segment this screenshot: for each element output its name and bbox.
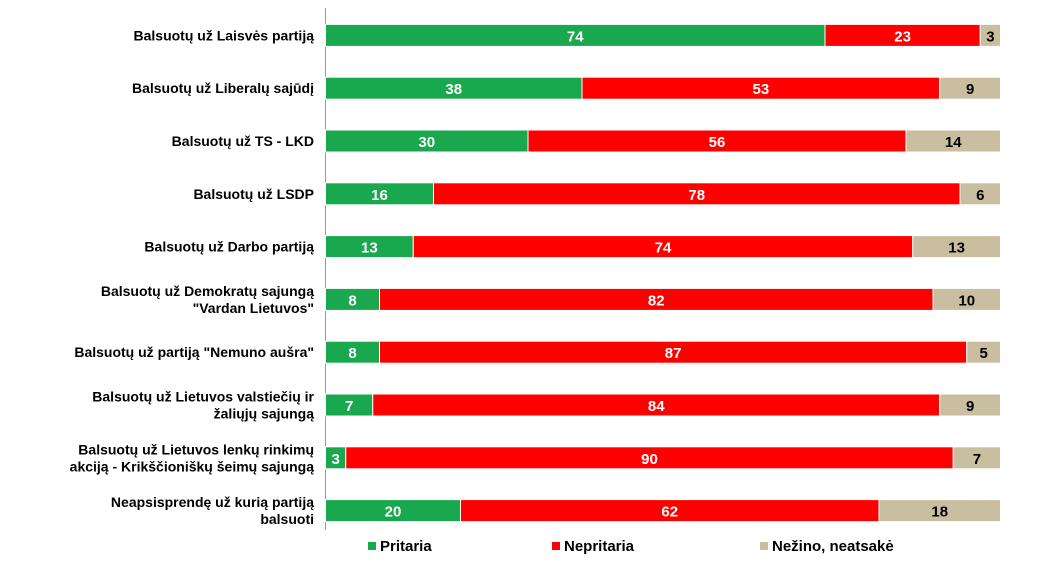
bar-segment-nezino	[939, 393, 1001, 417]
category-label-line: Neapsisprendę už kurią partiją	[111, 494, 314, 510]
value-label: 5	[979, 345, 987, 362]
value-label: 7	[973, 451, 981, 468]
legend-swatch	[552, 542, 560, 550]
value-label: 87	[665, 345, 682, 362]
category-label: Balsuotų už Darbo partiją	[144, 239, 314, 255]
value-label: 20	[385, 504, 402, 521]
category-label: Balsuotų už Lietuvos lenkų rinkimų akciją…	[70, 441, 315, 474]
legend-label: Nepritaria	[564, 538, 635, 555]
value-label: 90	[641, 451, 658, 468]
value-label: 18	[931, 504, 948, 521]
bar-segment-nezino	[905, 129, 1001, 153]
category-label: Balsuotų už Liberalų sajūdį	[132, 80, 314, 96]
value-label: 74	[567, 28, 584, 45]
bar-segment-nezino	[932, 287, 1001, 311]
bar-segment-nezino	[979, 23, 1001, 47]
category-label: Balsuotų už LSDP	[193, 186, 314, 202]
category-label-line: Balsuotų už partiją "Nemuno aušra"	[74, 344, 314, 360]
value-label: 30	[418, 134, 435, 151]
legend-item-nepritaria: Nepritaria	[552, 538, 635, 555]
legend-label: Nežino, neatsakė	[772, 538, 894, 555]
bar-segment-nezino	[878, 499, 1001, 523]
value-label: 14	[945, 134, 962, 151]
value-label: 8	[348, 292, 356, 309]
value-label: 6	[976, 187, 984, 204]
legend-item-pritaria: Pritaria	[368, 538, 432, 555]
value-label: 3	[986, 28, 994, 45]
legend-label: Pritaria	[380, 538, 432, 555]
value-label: 9	[966, 81, 974, 98]
value-label: 84	[648, 398, 665, 415]
bar-segment-nezino	[966, 340, 1001, 364]
bar-segment-nezino	[952, 446, 1001, 470]
legend-swatch	[368, 542, 376, 550]
legend-swatch	[760, 542, 768, 550]
category-label-line: Balsuotų už Lietuvos valstiečių ir	[92, 389, 314, 405]
value-label: 23	[894, 28, 911, 45]
category-label: Balsuotų už Laisvės partiją	[134, 27, 315, 43]
value-label: 16	[371, 187, 388, 204]
value-label: 9	[966, 398, 974, 415]
category-labels: Balsuotų už Laisvės partiją Balsuotų už L…	[70, 27, 315, 527]
value-label: 38	[445, 81, 462, 98]
category-label: Balsuotų už Demokratų sajungą "Vardan Lie…	[101, 283, 314, 316]
value-label: 56	[709, 134, 726, 151]
bar-segment-nezino	[912, 235, 1001, 259]
bar-segment-nezino	[939, 76, 1001, 100]
category-label-line: akciją - Krikščioniškų šeimų sajungą	[70, 458, 315, 474]
category-label-line: žaliųjų sajungą	[214, 406, 315, 422]
value-label: 10	[958, 292, 975, 309]
category-label-line: Balsuotų už Lietuvos lenkų rinkimų	[78, 441, 314, 457]
bar-segment-nezino	[959, 182, 1001, 206]
legend: Pritaria Nepritaria Nežino, neatsakė	[368, 538, 894, 555]
category-label: Balsuotų už TS - LKD	[172, 133, 314, 149]
bars	[325, 23, 1001, 523]
category-label-line: Balsuotų už Laisvės partiją	[134, 27, 315, 43]
value-label: 3	[331, 451, 339, 468]
value-label: 13	[361, 240, 378, 257]
value-label: 7	[345, 398, 353, 415]
value-label: 8	[348, 345, 356, 362]
category-label-line: Balsuotų už Liberalų sajūdį	[132, 80, 314, 96]
value-label: 74	[655, 240, 672, 257]
value-label: 62	[661, 504, 678, 521]
value-label: 78	[688, 187, 705, 204]
category-label: Balsuotų už partiją "Nemuno aušra"	[74, 344, 314, 360]
value-label: 13	[948, 240, 965, 257]
legend-item-nezino: Nežino, neatsakė	[760, 538, 894, 555]
category-label-line: Balsuotų už Demokratų sajungą	[101, 283, 314, 299]
value-labels: 74 23 3 38 53 9 30 56 14 16 78 6 13 74 13 8 82 10 8 87 5 7 84 9…	[331, 28, 994, 520]
category-label-line: "Vardan Lietuvos"	[193, 300, 314, 316]
category-label-line: Balsuotų už LSDP	[193, 186, 314, 202]
category-label-line: balsuoti	[260, 511, 314, 527]
category-label: Neapsisprendę už kurią partiją balsuoti	[111, 494, 314, 527]
category-label-line: Balsuotų už TS - LKD	[172, 133, 314, 149]
category-label: Balsuotų už Lietuvos valstiečių ir žaliųj…	[92, 389, 314, 422]
category-label-line: Balsuotų už Darbo partiją	[144, 239, 314, 255]
value-label: 53	[753, 81, 770, 98]
value-label: 82	[648, 292, 665, 309]
